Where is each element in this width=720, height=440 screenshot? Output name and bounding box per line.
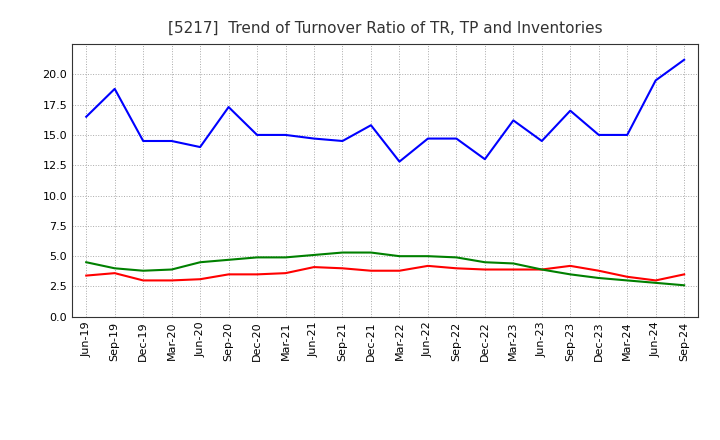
- Inventories: [82, 260, 91, 265]
- Trade Payables: [338, 138, 347, 143]
- Inventories: [139, 268, 148, 273]
- Trade Payables: [395, 159, 404, 164]
- Inventories: [366, 250, 375, 255]
- Inventories: [338, 250, 347, 255]
- Inventories: [509, 261, 518, 266]
- Trade Payables: [509, 118, 518, 123]
- Trade Receivables: [623, 274, 631, 279]
- Trade Receivables: [480, 267, 489, 272]
- Inventories: [566, 272, 575, 277]
- Trade Payables: [167, 138, 176, 143]
- Trade Payables: [310, 136, 318, 141]
- Trade Receivables: [282, 271, 290, 276]
- Trade Receivables: [225, 272, 233, 277]
- Trade Receivables: [366, 268, 375, 273]
- Inventories: [423, 253, 432, 259]
- Inventories: [253, 255, 261, 260]
- Legend: Trade Receivables, Trade Payables, Inventories: Trade Receivables, Trade Payables, Inven…: [166, 438, 604, 440]
- Line: Trade Payables: Trade Payables: [86, 60, 684, 161]
- Trade Payables: [423, 136, 432, 141]
- Trade Payables: [366, 123, 375, 128]
- Trade Receivables: [452, 266, 461, 271]
- Trade Receivables: [509, 267, 518, 272]
- Trade Payables: [652, 78, 660, 83]
- Inventories: [623, 278, 631, 283]
- Inventories: [652, 280, 660, 286]
- Trade Payables: [480, 157, 489, 162]
- Inventories: [452, 255, 461, 260]
- Trade Receivables: [110, 271, 119, 276]
- Trade Receivables: [196, 277, 204, 282]
- Trade Receivables: [310, 264, 318, 270]
- Title: [5217]  Trend of Turnover Ratio of TR, TP and Inventories: [5217] Trend of Turnover Ratio of TR, TP…: [168, 21, 603, 36]
- Trade Receivables: [537, 267, 546, 272]
- Inventories: [480, 260, 489, 265]
- Trade Payables: [595, 132, 603, 138]
- Trade Receivables: [680, 272, 688, 277]
- Trade Receivables: [652, 278, 660, 283]
- Trade Payables: [623, 132, 631, 138]
- Line: Inventories: Inventories: [86, 253, 684, 285]
- Trade Payables: [282, 132, 290, 138]
- Inventories: [167, 267, 176, 272]
- Trade Receivables: [566, 263, 575, 268]
- Inventories: [110, 266, 119, 271]
- Trade Receivables: [139, 278, 148, 283]
- Trade Payables: [110, 86, 119, 92]
- Inventories: [680, 282, 688, 288]
- Inventories: [282, 255, 290, 260]
- Trade Receivables: [395, 268, 404, 273]
- Trade Payables: [452, 136, 461, 141]
- Inventories: [595, 275, 603, 281]
- Trade Payables: [225, 104, 233, 110]
- Trade Payables: [82, 114, 91, 119]
- Trade Payables: [566, 108, 575, 114]
- Trade Receivables: [253, 272, 261, 277]
- Trade Payables: [253, 132, 261, 138]
- Trade Receivables: [595, 268, 603, 273]
- Trade Payables: [680, 57, 688, 62]
- Trade Payables: [139, 138, 148, 143]
- Line: Trade Receivables: Trade Receivables: [86, 266, 684, 280]
- Inventories: [395, 253, 404, 259]
- Trade Payables: [537, 138, 546, 143]
- Trade Receivables: [82, 273, 91, 278]
- Inventories: [196, 260, 204, 265]
- Trade Receivables: [338, 266, 347, 271]
- Trade Receivables: [167, 278, 176, 283]
- Inventories: [225, 257, 233, 262]
- Trade Receivables: [423, 263, 432, 268]
- Inventories: [310, 252, 318, 257]
- Trade Payables: [196, 144, 204, 150]
- Inventories: [537, 267, 546, 272]
